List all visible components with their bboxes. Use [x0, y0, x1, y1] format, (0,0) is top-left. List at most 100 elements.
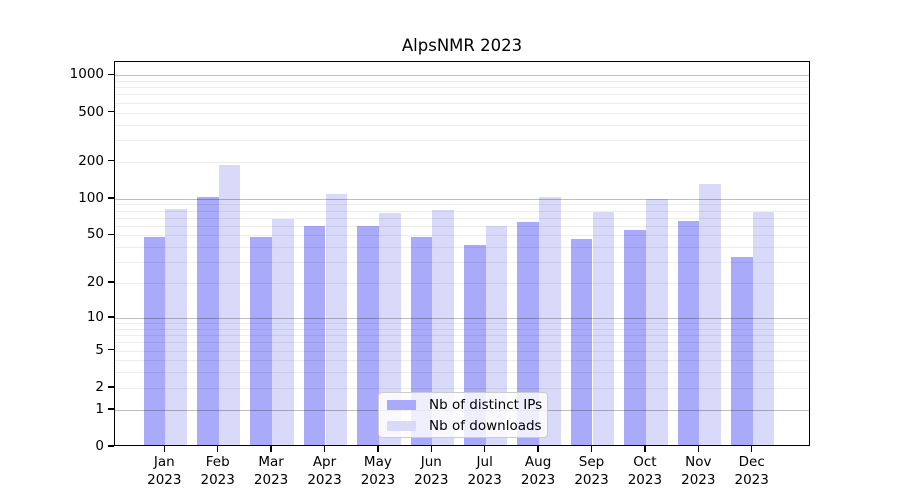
y-tick-label: 500 [78, 103, 104, 120]
minor-gridline [115, 87, 809, 89]
x-tick-mark [750, 446, 753, 452]
x-tick-label-may: May 2023 [360, 454, 396, 488]
minor-gridline [115, 360, 809, 362]
bar-distinct-ips-may [357, 225, 379, 445]
y-tick-mark [108, 316, 114, 318]
bar-downloads-mar [272, 218, 294, 445]
y-tick-label: 5 [95, 341, 104, 358]
bar-distinct-ips-apr [303, 225, 326, 445]
y-tick-mark [108, 196, 114, 199]
legend-item-distinct-ips: Nb of distinct IPs [379, 396, 547, 413]
legend-swatch-downloads-icon [387, 420, 416, 431]
minor-gridline [115, 94, 809, 96]
y-tick-mark [108, 159, 114, 162]
minor-gridline [115, 387, 809, 389]
bar-downloads-jun [432, 209, 454, 445]
minor-gridline [115, 342, 809, 344]
minor-gridline [115, 112, 809, 114]
x-tick-mark [323, 446, 326, 452]
y-tick-mark [108, 407, 114, 410]
y-tick-label: 10 [86, 308, 104, 325]
x-tick-label-aug: Aug 2023 [520, 454, 556, 488]
x-tick-mark [216, 446, 219, 452]
y-tick-label: 1000 [69, 66, 104, 83]
minor-gridline [115, 124, 809, 126]
minor-gridline [115, 323, 809, 325]
minor-gridline [115, 350, 809, 352]
bar-distinct-ips-sep [570, 239, 593, 445]
y-tick-mark [108, 233, 114, 236]
x-tick-mark [483, 446, 486, 452]
bar-downloads-feb [218, 165, 241, 445]
x-tick-label-dec: Dec 2023 [734, 454, 769, 488]
x-tick-label-jan: Jan 2023 [147, 454, 182, 488]
minor-gridline [115, 247, 809, 249]
minor-gridline [115, 204, 809, 206]
y-tick-mark [108, 445, 114, 447]
bar-downloads-aug [539, 196, 561, 445]
y-tick-mark [108, 110, 114, 113]
minor-gridline [115, 210, 809, 212]
minor-gridline [115, 217, 809, 219]
bar-downloads-sep [592, 212, 615, 445]
minor-gridline [115, 262, 809, 264]
x-tick-label-mar: Mar 2023 [253, 454, 289, 488]
x-tick-label-feb: Feb 2023 [200, 454, 235, 488]
legend: Nb of distinct IPs Nb of downloads [378, 392, 548, 438]
legend-item-downloads: Nb of downloads [379, 417, 547, 434]
minor-gridline [115, 139, 809, 141]
y-tick-mark [108, 73, 114, 76]
x-tick-label-sep: Sep 2023 [574, 454, 609, 488]
legend-label-distinct-ips: Nb of distinct IPs [429, 396, 543, 413]
x-tick-mark [270, 446, 272, 452]
chart-title: AlpsNMR 2023 [401, 36, 523, 55]
x-tick-mark [644, 446, 646, 452]
bar-distinct-ips-jan [143, 236, 166, 445]
x-tick-mark [163, 446, 166, 452]
minor-gridline [115, 102, 809, 104]
x-tick-mark [537, 446, 539, 452]
bar-downloads-jan [165, 208, 187, 445]
x-tick-mark [377, 446, 379, 452]
x-tick-mark [697, 446, 700, 452]
bar-distinct-ips-oct [624, 230, 646, 445]
bar-distinct-ips-aug [517, 222, 540, 445]
bar-distinct-ips-nov [677, 221, 700, 445]
minor-gridline [115, 283, 809, 285]
minor-gridline [115, 161, 809, 163]
y-tick-label: 100 [78, 189, 104, 206]
minor-gridline [115, 372, 809, 374]
major-gridline [115, 317, 809, 319]
bar-distinct-ips-dec [731, 256, 753, 445]
y-tick-label: 50 [86, 226, 104, 243]
x-tick-mark [590, 446, 593, 452]
y-tick-label: 2 [95, 378, 104, 395]
minor-gridline [115, 335, 809, 337]
minor-gridline [115, 328, 809, 330]
minor-gridline [115, 235, 809, 237]
x-tick-label-jul: Jul 2023 [467, 454, 502, 488]
bar-downloads-nov [699, 183, 721, 445]
x-tick-label-jun: Jun 2023 [414, 454, 449, 488]
bar-downloads-dec [752, 212, 775, 445]
y-tick-mark [108, 386, 114, 388]
legend-label-downloads: Nb of downloads [429, 417, 542, 434]
bar-distinct-ips-feb [197, 196, 219, 445]
legend-swatch-distinct-ips-icon [387, 399, 416, 410]
major-gridline [115, 198, 809, 200]
y-tick-label: 200 [78, 152, 104, 169]
minor-gridline [115, 80, 809, 82]
y-tick-label: 0 [95, 438, 104, 454]
y-tick-mark [108, 348, 114, 351]
minor-gridline [115, 225, 809, 227]
y-tick-mark [108, 281, 114, 283]
plot-area: Nb of distinct IPs Nb of downloads [114, 61, 810, 446]
bar-downloads-oct [645, 198, 668, 445]
bar-downloads-jul [485, 225, 508, 445]
bar-distinct-ips-mar [250, 236, 273, 445]
x-tick-label-oct: Oct 2023 [627, 454, 663, 488]
x-tick-label-nov: Nov 2023 [681, 454, 716, 488]
y-tick-label: 20 [86, 274, 104, 291]
bar-downloads-may [378, 213, 401, 445]
